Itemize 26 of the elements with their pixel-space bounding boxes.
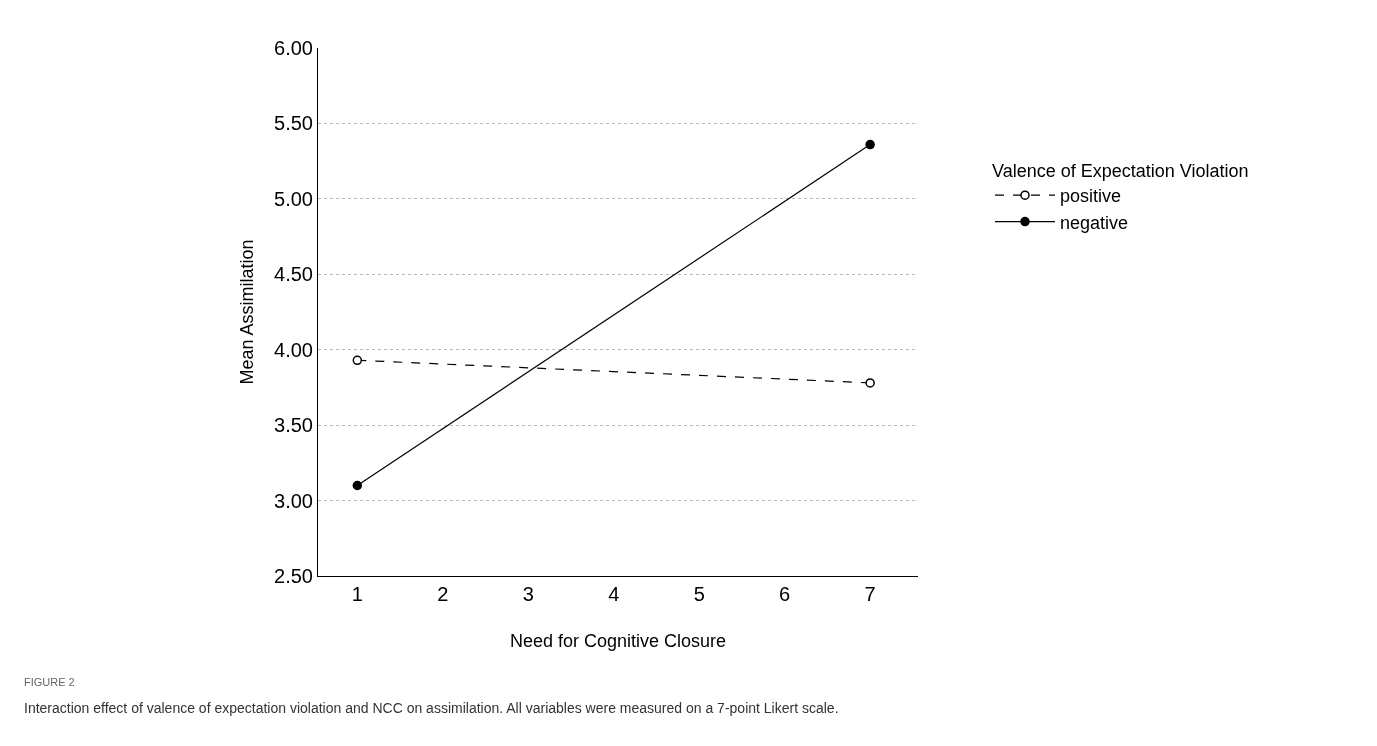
- x-tick-label: 4: [608, 583, 620, 605]
- legend-label: positive: [1060, 186, 1122, 207]
- y-tick-label: 6.00: [274, 37, 313, 59]
- y-tick-label: 4.00: [274, 338, 313, 361]
- caption: FIGURE 2: [24, 676, 75, 688]
- x-tick-label: 5: [693, 583, 705, 605]
- legend-title: Valence of Expectation Violation: [992, 161, 1249, 181]
- legend-label: negative: [1060, 212, 1129, 233]
- y-axis-title: Mean Assimilation: [237, 239, 258, 385]
- y-tick-label: 3.50: [274, 414, 313, 437]
- point: [352, 480, 363, 491]
- y-tick-label: 2.50: [274, 565, 313, 587]
- x-axis-title: Need for Cognitive Closure: [509, 631, 727, 652]
- text: Interaction effect of valence of expectation violation and NCC on assimilation. All variables were measured on a 7-point Likert scale.: [24, 700, 839, 716]
- x-tick-label: 2: [437, 583, 449, 605]
- point: [352, 355, 363, 366]
- point: [865, 139, 875, 150]
- x-tick-label: 7: [864, 583, 876, 605]
- point: [865, 378, 875, 388]
- x-tick-label: 3: [522, 583, 534, 605]
- y-tick-label: 4.50: [274, 263, 313, 286]
- y-tick-label: 5.00: [274, 187, 313, 210]
- y-tick-label: 3.00: [274, 489, 313, 512]
- y-tick-label: 5.50: [274, 112, 313, 135]
- x-tick-label: 1: [351, 583, 363, 605]
- x-tick-label: 6: [779, 583, 791, 605]
